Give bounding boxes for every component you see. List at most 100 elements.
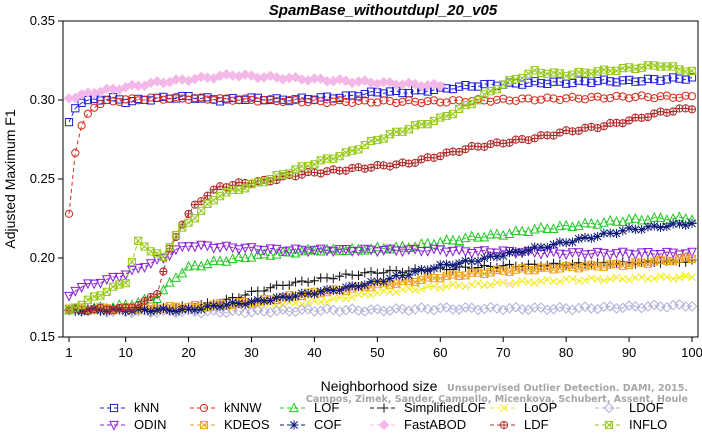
point-ldf — [461, 145, 470, 154]
legend-label: kNN — [134, 400, 159, 415]
point-lof — [234, 251, 244, 262]
point-odin — [259, 246, 269, 256]
point-loop — [492, 278, 501, 287]
point-lof — [183, 260, 194, 271]
point-odin — [145, 259, 156, 270]
point-ldof — [258, 305, 270, 317]
point-lof — [655, 212, 666, 223]
point-fastabod — [195, 71, 207, 83]
point-loop — [662, 273, 671, 282]
point-ldof — [321, 303, 333, 315]
point-lof — [548, 223, 559, 233]
point-knnw — [549, 94, 558, 103]
point-odin — [359, 244, 370, 255]
point-cof — [196, 304, 206, 314]
point-odin — [271, 244, 282, 255]
point-loop — [637, 273, 646, 282]
point-lof — [492, 228, 502, 239]
point-ldof — [441, 302, 452, 313]
x-tick-label: 30 — [244, 345, 258, 360]
series-fastabod — [63, 68, 446, 104]
point-lof — [586, 217, 597, 228]
point-ldof — [573, 302, 585, 314]
point-loop — [316, 297, 325, 306]
point-odin — [498, 246, 509, 257]
point-knn — [574, 76, 583, 85]
point-knnw — [631, 92, 640, 102]
point-odin — [139, 263, 150, 274]
point-lof — [636, 214, 647, 225]
point-odin — [687, 247, 697, 258]
point-knnw — [165, 94, 174, 103]
point-odin — [252, 245, 263, 256]
point-kdeos — [687, 254, 697, 264]
point-odin — [435, 245, 446, 256]
point-odin — [114, 272, 125, 283]
point-loop — [681, 271, 690, 280]
point-ldof — [315, 305, 327, 317]
x-tick-label: 1 — [65, 345, 72, 360]
point-cof — [341, 282, 351, 292]
y-tick-label: 0.20 — [30, 250, 55, 265]
point-cof — [441, 259, 452, 269]
point-simplifiedlof — [504, 259, 515, 270]
point-knn — [618, 76, 627, 85]
point-knnw — [568, 92, 577, 101]
point-loop — [499, 278, 508, 287]
point-cof — [334, 285, 345, 295]
point-lof — [504, 228, 515, 238]
point-knnw — [687, 92, 697, 101]
legend-item-knnw: kNNW — [190, 400, 262, 415]
point-odin — [70, 286, 81, 297]
point-knnw — [562, 94, 571, 103]
point-cof — [630, 224, 640, 234]
point-odin — [492, 248, 502, 259]
point-loop — [430, 282, 438, 291]
point-lof — [246, 251, 257, 262]
point-odin — [605, 250, 616, 261]
point-lof — [498, 229, 509, 240]
chart-title: SpamBase_withoutdupl_20_v05 — [269, 2, 498, 19]
point-ldof — [586, 303, 597, 314]
point-knnw — [215, 94, 225, 103]
point-loop — [341, 294, 350, 303]
point-odin — [303, 247, 314, 258]
point-knnw — [329, 97, 338, 106]
point-knnw — [159, 95, 168, 104]
point-odin — [240, 243, 251, 254]
point-knnw — [127, 94, 137, 103]
point-ldf — [140, 296, 149, 306]
point-knn — [637, 77, 646, 86]
point-lof — [523, 226, 534, 237]
y-tick-label: 0.25 — [30, 171, 55, 186]
point-knn — [662, 75, 671, 84]
point-odin — [296, 245, 307, 256]
point-odin — [82, 279, 93, 290]
point-fastabod — [428, 78, 440, 90]
point-cof — [272, 292, 282, 303]
point-knnw — [643, 92, 653, 102]
x-tick-label: 40 — [307, 345, 321, 360]
point-knn — [524, 78, 533, 87]
point-knn — [536, 79, 546, 88]
point-odin — [592, 247, 603, 258]
point-knnw — [71, 148, 80, 158]
point-simplifiedlof — [548, 258, 559, 268]
point-lof — [649, 211, 660, 222]
y-tick-label: 0.15 — [30, 329, 55, 344]
point-odin — [460, 247, 471, 258]
point-ldf — [184, 209, 193, 219]
point-knnw — [436, 98, 445, 107]
point-lof — [510, 225, 521, 236]
point-lof — [592, 218, 603, 229]
point-odin — [76, 283, 87, 293]
point-loop — [675, 273, 684, 282]
point-odin — [466, 248, 477, 259]
point-odin — [183, 242, 194, 252]
point-lof — [567, 221, 578, 232]
point-cof — [687, 218, 697, 228]
point-ldof — [642, 301, 654, 312]
point-loop — [549, 277, 558, 286]
point-knn — [687, 73, 697, 82]
point-lof — [177, 267, 188, 278]
